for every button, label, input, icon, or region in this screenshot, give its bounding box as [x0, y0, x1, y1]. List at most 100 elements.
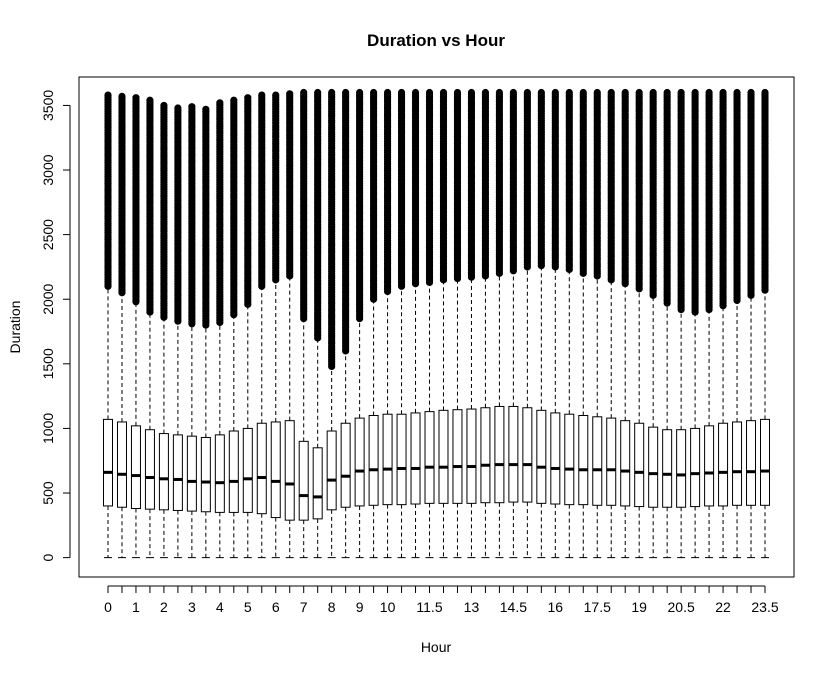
outlier-cloud [300, 88, 308, 323]
outlier-cloud [258, 91, 266, 290]
box-body [718, 422, 729, 507]
y-axis: 0 500 1000 1500 2000 2500 3000 3500 [40, 90, 71, 562]
outlier-cloud [244, 94, 252, 308]
outlier-points [104, 88, 769, 371]
outlier-point [383, 88, 392, 97]
box [690, 312, 701, 559]
y-tick-label: 3500 [40, 90, 56, 121]
outlier-point [635, 88, 643, 97]
outlier-point [551, 88, 559, 97]
x-tick-label: 20.5 [668, 599, 695, 615]
outlier-point [761, 88, 769, 97]
box-body [592, 416, 603, 506]
outlier-point [453, 88, 462, 97]
outlier-point [439, 88, 448, 97]
outlier-point [300, 88, 308, 97]
outlier-cloud [328, 88, 336, 371]
outlier-point [188, 103, 196, 111]
box-body [760, 418, 770, 506]
outlier-point [174, 104, 182, 112]
box-body [634, 422, 645, 508]
box [522, 266, 533, 559]
box-body [522, 407, 533, 503]
outlier-cloud [663, 88, 671, 307]
box-body [158, 433, 169, 511]
outlier-point [314, 88, 322, 97]
box [103, 286, 113, 559]
outlier-cloud [705, 88, 713, 314]
box-body [648, 426, 659, 508]
outlier-cloud [691, 88, 699, 316]
outlier-cloud [104, 91, 112, 290]
y-tick-label: 3000 [40, 154, 56, 185]
box [410, 283, 421, 559]
box [732, 300, 743, 559]
box-body [242, 427, 253, 513]
box-body [438, 409, 449, 504]
box-body [214, 434, 225, 513]
x-tick-label: 1 [132, 599, 140, 615]
outlier-cloud [132, 94, 140, 306]
outlier-cloud [342, 88, 350, 355]
box [228, 314, 239, 559]
outlier-point [411, 88, 420, 97]
outlier-cloud [495, 88, 503, 277]
box [256, 286, 267, 559]
outlier-point [691, 88, 699, 97]
outlier-point [565, 88, 573, 97]
y-tick-label: 0 [40, 554, 56, 562]
box-body [424, 411, 435, 504]
outlier-point [509, 88, 517, 97]
outlier-cloud [411, 88, 420, 288]
box [396, 286, 407, 559]
box-body [396, 413, 407, 506]
outlier-point [258, 91, 266, 99]
outlier-point [621, 88, 629, 97]
box-body [662, 429, 673, 508]
outlier-cloud [202, 105, 210, 329]
x-tick-label: 17.5 [584, 599, 611, 615]
x-tick-label: 13 [464, 599, 480, 615]
box [424, 282, 435, 559]
outlier-point [481, 88, 490, 97]
box [368, 299, 379, 559]
x-tick-label: 8 [328, 599, 336, 615]
box-body [676, 429, 687, 508]
box-body [186, 435, 197, 512]
outlier-point [495, 88, 503, 97]
outlier-point [160, 101, 168, 110]
box [298, 318, 309, 559]
box [326, 366, 337, 559]
outlier-point [328, 88, 336, 97]
box [242, 304, 253, 559]
box [550, 266, 561, 559]
outlier-cloud [230, 96, 238, 319]
box [116, 292, 127, 559]
box [452, 278, 463, 559]
box-body [746, 420, 757, 506]
box-body [620, 420, 631, 507]
box [214, 322, 225, 559]
x-tick-label: 7 [300, 599, 308, 615]
plot-frame [78, 76, 795, 578]
box [382, 291, 393, 559]
outlier-cloud [509, 88, 517, 275]
outlier-point [216, 99, 224, 107]
outlier-cloud [579, 88, 587, 277]
x-tick-label: 14.5 [500, 599, 527, 615]
box [270, 279, 281, 559]
box [466, 277, 477, 559]
box-body [704, 425, 715, 507]
outlier-cloud [607, 88, 615, 284]
x-tick-label: 5 [244, 599, 252, 615]
box-body [578, 415, 589, 506]
box [354, 318, 365, 559]
box [620, 283, 631, 559]
outlier-cloud [370, 88, 378, 303]
y-tick-label: 500 [40, 481, 56, 505]
box-body [564, 413, 575, 506]
box-body [103, 418, 113, 507]
box-body [452, 409, 463, 504]
outlier-point [733, 88, 741, 97]
